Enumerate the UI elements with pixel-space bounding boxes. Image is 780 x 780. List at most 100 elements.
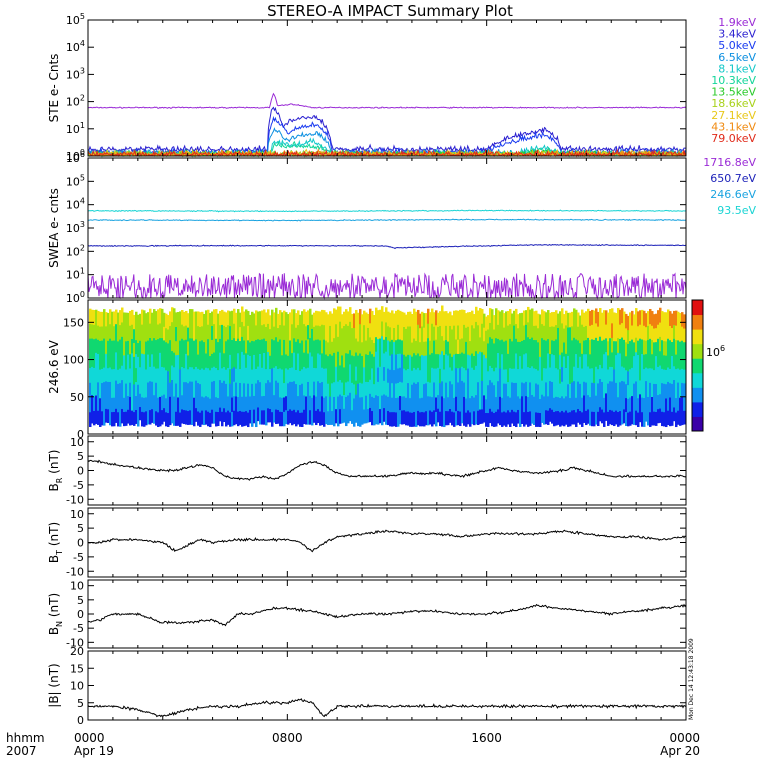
heatmap-cell [149, 380, 152, 396]
heatmap-cell [643, 411, 646, 427]
heatmap-cell [539, 328, 542, 343]
heatmap-cell [417, 381, 420, 397]
heatmap-cell [593, 411, 596, 427]
heatmap-cell [497, 394, 500, 410]
heatmap-cell [255, 397, 258, 413]
heatmap-cell [647, 325, 650, 341]
heatmap-cell [431, 411, 434, 427]
heatmap-cell [651, 396, 654, 412]
heatmap-cell [579, 383, 582, 398]
heatmap-cell [297, 409, 300, 425]
heatmap-cell [615, 382, 618, 397]
heatmap-cell [381, 380, 384, 396]
heatmap-cell [549, 407, 552, 422]
heatmap-cell [313, 367, 316, 382]
heatmap-cell [449, 311, 452, 326]
heatmap-cell [89, 411, 92, 428]
heatmap-cell [457, 381, 460, 397]
heatmap-cell [327, 396, 330, 412]
heatmap-cell [551, 312, 554, 327]
heatmap-cell [509, 382, 512, 398]
heatmap-cell [439, 339, 442, 355]
heatmap-cell [293, 337, 296, 353]
heatmap-cell [195, 366, 198, 381]
heatmap-cell [387, 410, 390, 426]
heatmap-cell [237, 367, 240, 383]
heatmap-cell [155, 368, 158, 383]
heatmap-cell [147, 382, 150, 397]
heatmap-cell [455, 310, 458, 326]
heatmap-cell [567, 383, 570, 399]
heatmap-cell [467, 409, 470, 425]
y-tick-label: -10 [66, 493, 84, 506]
heatmap-cell [561, 308, 564, 324]
heatmap-cell [513, 353, 516, 369]
heatmap-cell [339, 364, 342, 381]
heatmap-cell [583, 312, 586, 327]
heatmap-cell [335, 394, 338, 410]
heatmap-cell [651, 325, 654, 341]
heatmap-cell [177, 411, 180, 426]
heatmap-cell [543, 367, 546, 383]
heatmap-cell [279, 324, 282, 340]
heatmap-cell [415, 326, 418, 341]
heatmap-cell [617, 367, 620, 383]
heatmap-cell [351, 368, 354, 383]
heatmap-cell [265, 312, 268, 328]
heatmap-cell [417, 367, 420, 383]
heatmap-cell [663, 411, 666, 427]
heatmap-cell [155, 339, 158, 355]
heatmap-cell [281, 354, 284, 370]
heatmap-cell [279, 310, 282, 326]
heatmap-cell [391, 310, 394, 326]
heatmap-cell [291, 352, 294, 368]
heatmap-cell [513, 368, 516, 383]
heatmap-cell [233, 395, 236, 411]
heatmap-cell [373, 328, 376, 343]
heatmap-cell [519, 369, 522, 385]
heatmap-cell [507, 395, 510, 411]
heatmap-cell [305, 367, 308, 383]
heatmap-cell [423, 369, 426, 385]
heatmap-cell [429, 354, 432, 369]
heatmap-cell [345, 338, 348, 354]
heatmap-cell [197, 382, 200, 398]
heatmap-cell [291, 410, 294, 426]
heatmap-cell [671, 355, 674, 370]
heatmap-cell [151, 340, 154, 355]
heatmap-cell [413, 411, 416, 427]
heatmap-cell [299, 314, 302, 330]
heatmap-cell [243, 325, 246, 341]
heatmap-cell [515, 397, 518, 413]
heatmap-cell [609, 380, 612, 396]
heatmap-cell [589, 396, 592, 412]
heatmap-cell [335, 309, 338, 325]
heatmap-cell [151, 312, 154, 327]
heatmap-cell [183, 409, 186, 425]
heatmap-cell [423, 383, 426, 399]
heatmap-cell [525, 381, 528, 397]
heatmap-cell [165, 383, 168, 399]
heatmap-cell [451, 342, 454, 357]
heatmap-cell [403, 354, 406, 369]
heatmap-cell [427, 352, 430, 368]
heatmap-cell [273, 312, 276, 327]
heatmap-cell [223, 352, 226, 368]
heatmap-cell [189, 381, 192, 396]
heatmap-cell [565, 395, 568, 411]
heatmap-cell [345, 411, 348, 427]
heatmap-cell [353, 412, 356, 427]
heatmap-cell [89, 397, 92, 413]
heatmap-cell [657, 324, 660, 339]
heatmap-cell [403, 340, 406, 355]
y-tick-label: 106 [66, 150, 85, 165]
heatmap-cell [291, 381, 294, 397]
heatmap-cell [505, 397, 508, 413]
heatmap-cell [341, 327, 344, 342]
heatmap-cell [571, 339, 574, 355]
heatmap-cell [257, 393, 260, 408]
heatmap-cell [159, 337, 162, 353]
heatmap-cell [187, 382, 190, 398]
heatmap-cell [611, 366, 614, 382]
